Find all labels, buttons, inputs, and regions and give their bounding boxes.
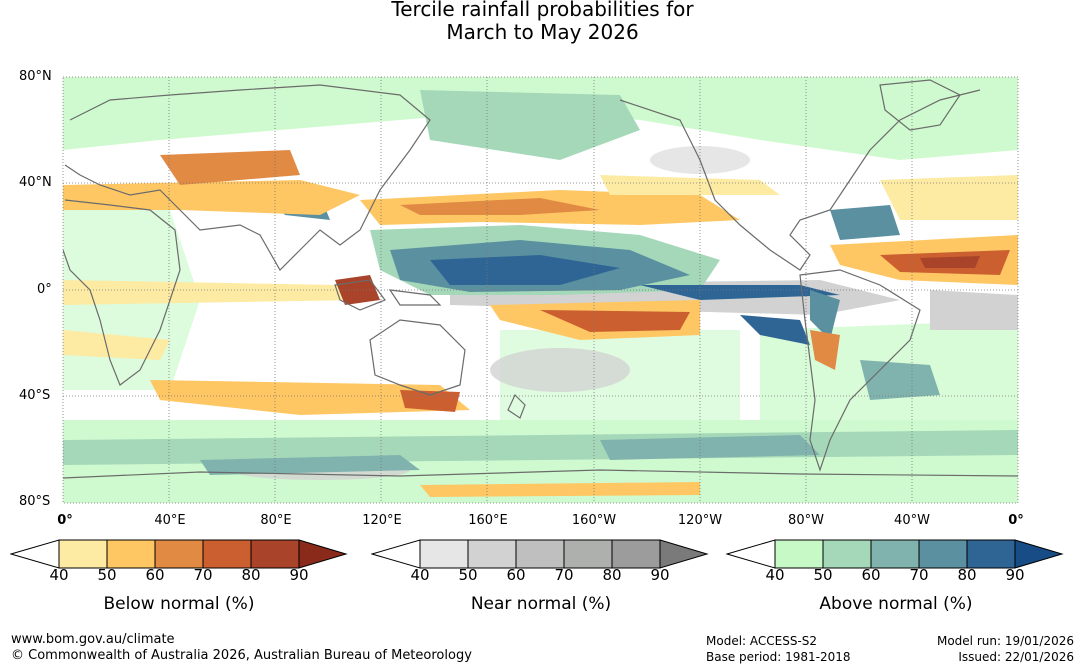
colorbar-segment	[966, 539, 1016, 569]
colorbar-tick-label: 60	[506, 566, 526, 584]
above-normal-title: Above normal (%)	[819, 594, 973, 614]
colorbar-tick-label: 40	[410, 566, 430, 584]
lon-label: 160°W	[571, 513, 617, 528]
coastlines	[63, 79, 1018, 479]
colorbar-segment	[870, 539, 920, 569]
colorbar-segment	[611, 539, 661, 569]
colorbar-segment	[250, 539, 300, 569]
colorbar-tick-label: 50	[813, 566, 833, 584]
colorbar-segment	[202, 539, 252, 569]
colorbar-tick-label: 90	[1005, 566, 1025, 584]
colorbar-tick-label: 80	[241, 566, 261, 584]
colorbar-tick-label: 60	[861, 566, 881, 584]
colorbar-tick-label: 80	[602, 566, 622, 584]
colorbar-segment	[563, 539, 613, 569]
lon-label: 0°	[1008, 513, 1024, 528]
lat-label: 80°N	[19, 69, 52, 84]
probability-field	[63, 77, 1018, 503]
colorbar-segment	[822, 539, 872, 569]
colorbar-tick-label: 90	[650, 566, 670, 584]
colorbar-tick-label: 90	[289, 566, 309, 584]
colorbar-tick-label: 70	[909, 566, 929, 584]
colorbar-tick-label: 60	[145, 566, 165, 584]
footer-url: www.bom.gov.au/climate	[11, 632, 175, 647]
below-normal-colorbar	[10, 539, 348, 569]
colorbar-upper-extension	[1014, 539, 1064, 569]
colorbar-segment	[419, 539, 469, 569]
lat-label: 0°	[37, 282, 52, 297]
colorbar-segment	[774, 539, 824, 569]
colorbar-tick-label: 50	[97, 566, 117, 584]
colorbar-lower-extension	[371, 539, 421, 569]
lon-label: 80°W	[788, 513, 824, 528]
colorbar-upper-extension	[298, 539, 348, 569]
colorbar-tick-label: 70	[554, 566, 574, 584]
colorbar-upper-extension	[659, 539, 709, 569]
near-normal-colorbar	[371, 539, 709, 569]
colorbar-tick-label: 40	[765, 566, 785, 584]
footer-copyright: © Commonwealth of Australia 2026, Austra…	[11, 648, 472, 663]
colorbar-tick-label: 50	[458, 566, 478, 584]
lon-label: 40°E	[154, 513, 186, 528]
map-title-line1: Tercile rainfall probabilities for	[391, 0, 694, 21]
colorbar-segment	[467, 539, 517, 569]
below-normal-title: Below normal (%)	[103, 594, 255, 614]
colorbar-lower-extension	[726, 539, 776, 569]
lon-label: 80°E	[260, 513, 292, 528]
lon-label: 40°W	[894, 513, 930, 528]
graticule	[62, 76, 1019, 504]
colorbar-lower-extension	[10, 539, 60, 569]
colorbar-segment	[918, 539, 968, 569]
lon-label: 0°	[57, 513, 73, 528]
footer-base-period: Base period: 1981-2018	[706, 650, 851, 664]
colorbar-tick-label: 80	[957, 566, 977, 584]
colorbar-tick-label: 40	[49, 566, 69, 584]
lat-label: 80°S	[19, 494, 51, 509]
colorbar-tick-label: 70	[193, 566, 213, 584]
footer-model-run: Model run: 19/01/2026	[936, 634, 1074, 648]
footer-issued: Issued: 22/01/2026	[958, 650, 1074, 664]
map-title-line2: March to May 2026	[446, 20, 639, 44]
colorbar-segment	[58, 539, 108, 569]
lat-label: 40°N	[19, 175, 52, 190]
colorbar-segment	[154, 539, 204, 569]
lon-label: 120°E	[362, 513, 402, 528]
colorbar-segment	[515, 539, 565, 569]
colorbar-segment	[106, 539, 156, 569]
lon-label: 120°W	[677, 513, 723, 528]
footer-model: Model: ACCESS-S2	[706, 634, 818, 648]
near-normal-title: Near normal (%)	[470, 594, 612, 614]
lat-label: 40°S	[19, 388, 51, 403]
lon-label: 160°E	[468, 513, 508, 528]
above-normal-colorbar	[726, 539, 1064, 569]
